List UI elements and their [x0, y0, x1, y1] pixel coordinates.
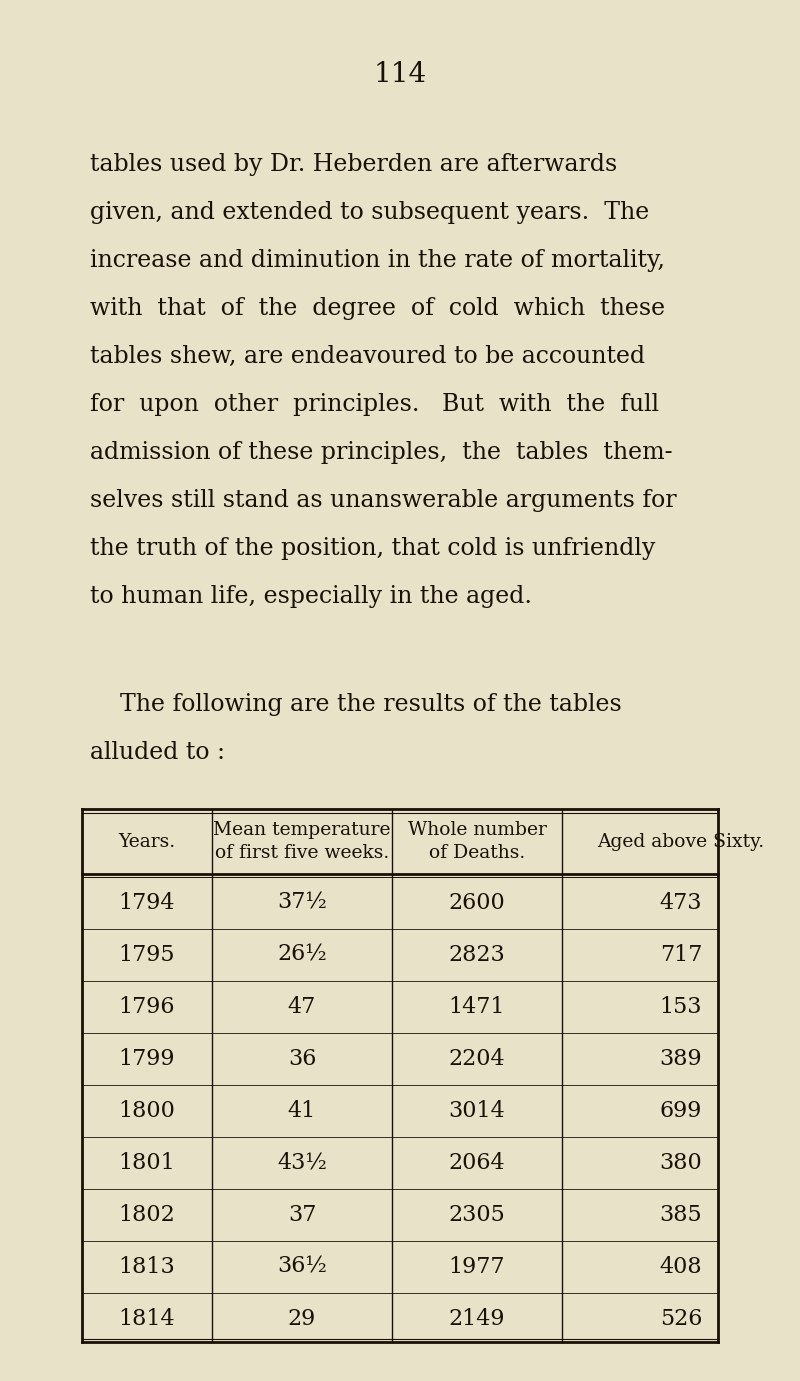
Text: 114: 114	[374, 61, 426, 88]
Text: 153: 153	[660, 996, 702, 1018]
Text: given, and extended to subsequent years.  The: given, and extended to subsequent years.…	[90, 202, 650, 224]
Text: 1471: 1471	[449, 996, 506, 1018]
Text: tables shew, are endeavoured to be accounted: tables shew, are endeavoured to be accou…	[90, 345, 645, 367]
Text: 1813: 1813	[118, 1255, 175, 1277]
Text: selves still stand as unanswerable arguments for: selves still stand as unanswerable argum…	[90, 489, 677, 512]
Text: 1802: 1802	[118, 1204, 175, 1226]
Text: with  that  of  the  degree  of  cold  which  these: with that of the degree of cold which th…	[90, 297, 665, 320]
Text: 36: 36	[288, 1048, 316, 1070]
Text: 41: 41	[288, 1101, 316, 1121]
Text: 2823: 2823	[449, 945, 506, 965]
Text: 1800: 1800	[118, 1101, 175, 1121]
Text: 1794: 1794	[118, 892, 175, 914]
Text: to human life, especially in the aged.: to human life, especially in the aged.	[90, 586, 532, 608]
Text: 47: 47	[288, 996, 316, 1018]
Text: The following are the results of the tables: The following are the results of the tab…	[90, 693, 622, 715]
Text: 26½: 26½	[277, 945, 327, 965]
Text: 1795: 1795	[118, 945, 175, 965]
Text: 2149: 2149	[449, 1308, 506, 1330]
Text: Whole number
of Deaths.: Whole number of Deaths.	[407, 822, 546, 862]
Text: 717: 717	[660, 945, 702, 965]
Text: 37½: 37½	[277, 892, 327, 914]
Text: 385: 385	[660, 1204, 702, 1226]
Text: 43½: 43½	[277, 1152, 327, 1174]
Text: 29: 29	[288, 1308, 316, 1330]
Text: 526: 526	[660, 1308, 702, 1330]
Text: 1977: 1977	[449, 1255, 506, 1277]
Text: 37: 37	[288, 1204, 316, 1226]
Text: 2600: 2600	[449, 892, 506, 914]
Text: the truth of the position, that cold is unfriendly: the truth of the position, that cold is …	[90, 537, 655, 561]
Text: Years.: Years.	[118, 833, 175, 851]
Text: 389: 389	[660, 1048, 702, 1070]
Text: Aged above Sixty.: Aged above Sixty.	[598, 833, 765, 851]
Text: 380: 380	[660, 1152, 702, 1174]
Text: 2305: 2305	[449, 1204, 506, 1226]
Text: 1796: 1796	[118, 996, 175, 1018]
Text: Mean temperature
of first five weeks.: Mean temperature of first five weeks.	[214, 822, 390, 862]
Text: 3014: 3014	[449, 1101, 506, 1121]
Text: for  upon  other  principles.   But  with  the  full: for upon other principles. But with the …	[90, 394, 659, 416]
Text: 1799: 1799	[118, 1048, 175, 1070]
Text: 2064: 2064	[449, 1152, 506, 1174]
Text: increase and diminution in the rate of mortality,: increase and diminution in the rate of m…	[90, 249, 665, 272]
Text: 1801: 1801	[118, 1152, 175, 1174]
Text: 36½: 36½	[277, 1255, 327, 1277]
Text: tables used by Dr. Heberden are afterwards: tables used by Dr. Heberden are afterwar…	[90, 153, 618, 175]
Text: 1814: 1814	[118, 1308, 175, 1330]
Text: admission of these principles,  the  tables  them-: admission of these principles, the table…	[90, 441, 673, 464]
Text: 408: 408	[660, 1255, 702, 1277]
Text: 2204: 2204	[449, 1048, 506, 1070]
Text: 473: 473	[660, 892, 702, 914]
Text: alluded to :: alluded to :	[90, 742, 225, 764]
Text: 699: 699	[660, 1101, 702, 1121]
